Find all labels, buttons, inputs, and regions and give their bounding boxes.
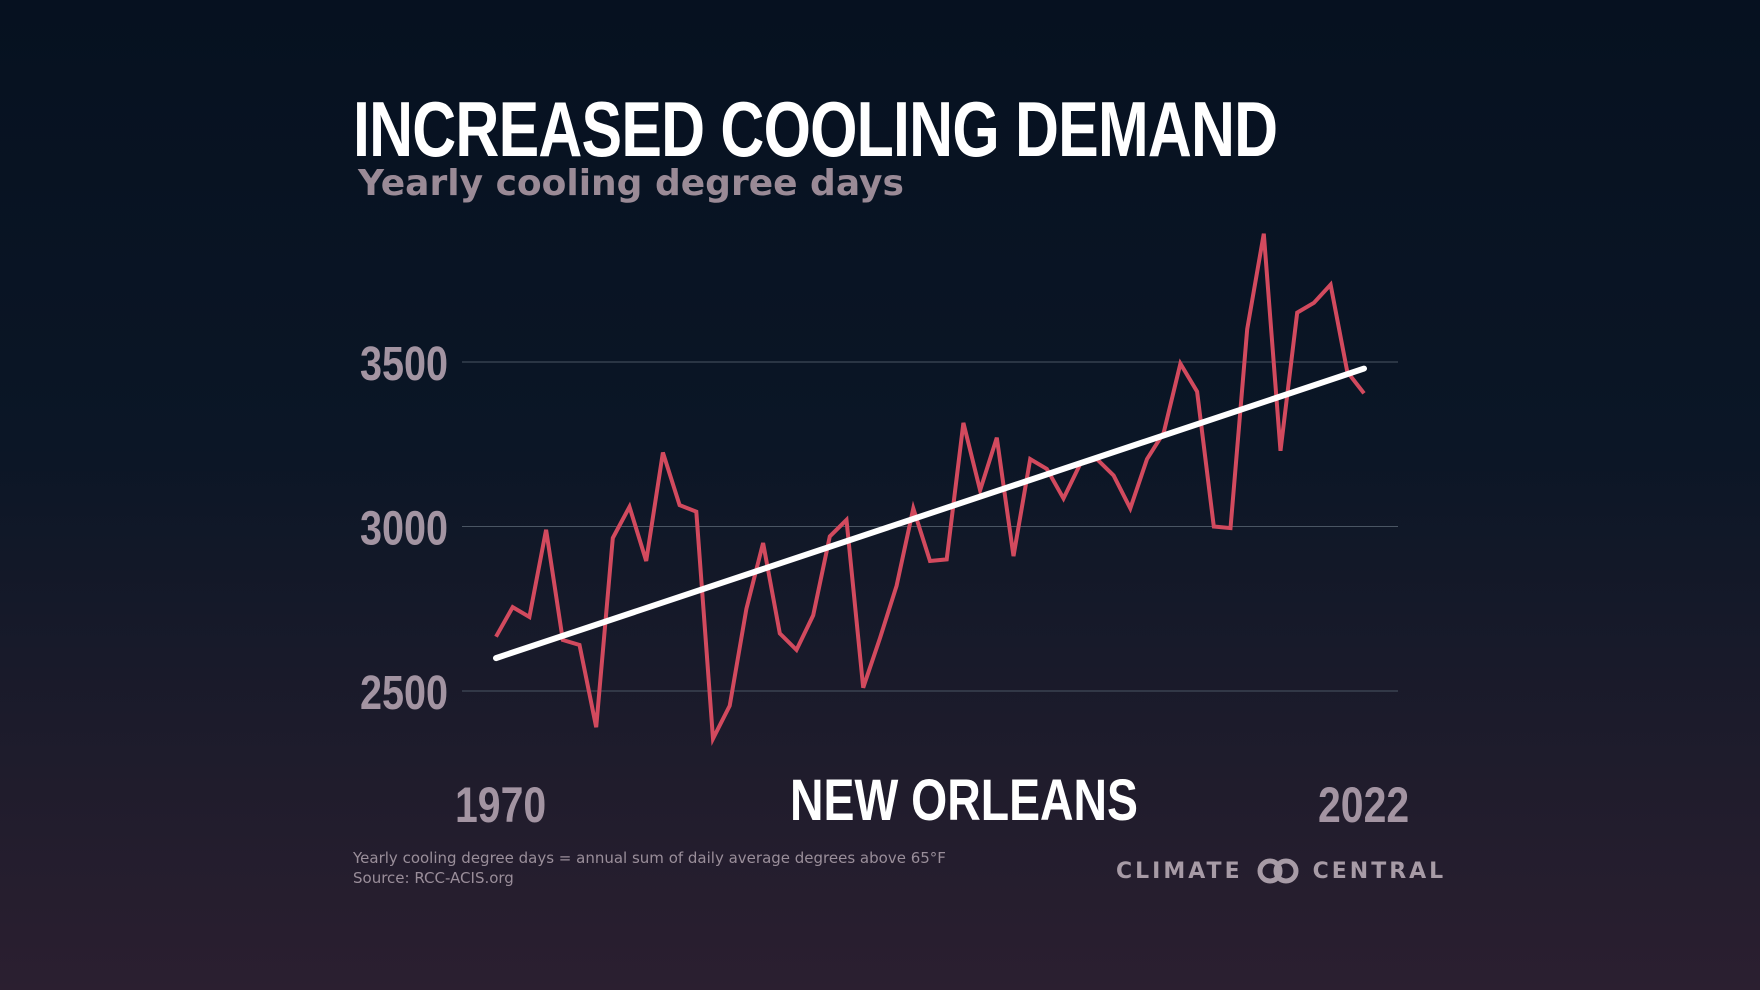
y-axis-ticks: 2500 3000 3500 <box>360 338 448 720</box>
footnote-source: Source: RCC-ACIS.org <box>353 869 514 887</box>
x-tick-label-start: 1970 <box>455 777 547 833</box>
chart-subtitle: Yearly cooling degree days <box>358 163 904 204</box>
location-label: NEW ORLEANS <box>790 768 1138 833</box>
footnote-definition: Yearly cooling degree days = annual sum … <box>353 849 946 867</box>
brand-text-left: CLIMATE <box>1116 858 1243 884</box>
interlocking-rings-icon <box>1257 858 1299 884</box>
y-tick-label-2500: 2500 <box>360 667 448 720</box>
footnote: Yearly cooling degree days = annual sum … <box>353 848 946 888</box>
y-tick-label-3500: 3500 <box>360 338 448 391</box>
chart-title: INCREASED COOLING DEMAND <box>353 85 1278 173</box>
y-tick-label-3000: 3000 <box>360 503 448 556</box>
series-line-cooling-degree-days <box>494 233 1366 747</box>
brand-text-right: CENTRAL <box>1312 858 1447 884</box>
x-tick-label-end: 2022 <box>1318 777 1410 833</box>
trend-line <box>493 365 1367 662</box>
data-series <box>493 233 1367 747</box>
brand-logo: CLIMATE CENTRAL <box>1116 858 1446 884</box>
